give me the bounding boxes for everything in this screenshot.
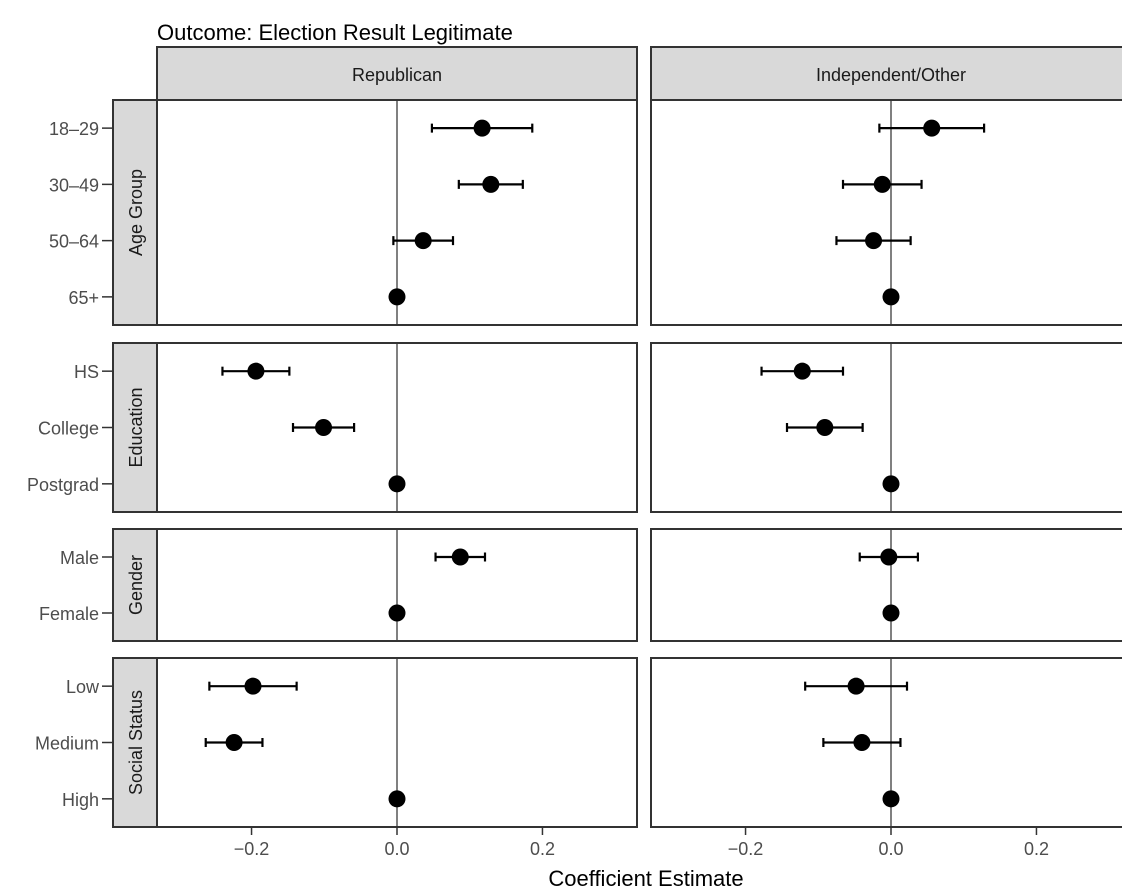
column-strip-label-republican: Republican: [352, 65, 442, 85]
y-tick-label-high: High: [62, 790, 99, 810]
point-college: [315, 419, 333, 436]
y-tick-label-50-64: 50–64: [49, 232, 99, 252]
point-65: [388, 288, 406, 306]
row-strip-gender: [112, 528, 158, 642]
panel-age-group-independent-other: [650, 99, 1122, 326]
panel-background: [651, 529, 1122, 641]
y-tick-label-hs: HS: [74, 362, 99, 382]
y-tick-label-low: Low: [66, 677, 100, 697]
point-50-64: [865, 232, 883, 250]
panel-education-republican: [156, 342, 638, 513]
chart-title: Outcome: Election Result Legitimate: [157, 20, 513, 45]
point-medium: [853, 734, 871, 751]
y-tick-label-college: College: [38, 419, 99, 439]
x-tick-label-republican-0-0: 0.0: [384, 839, 409, 859]
row-strip-label-education: Education: [126, 387, 146, 467]
y-tick-label-postgrad: Postgrad: [27, 475, 99, 495]
y-tick-label-18-29: 18–29: [49, 119, 99, 139]
panel-border: [650, 99, 1122, 326]
y-tick-label-65: 65+: [68, 288, 99, 308]
panel-gender-republican: [156, 528, 638, 642]
panel-border: [156, 342, 638, 513]
column-strip-republican: [156, 46, 638, 101]
panel-age-group-republican: [156, 99, 638, 326]
point-30-49: [873, 175, 891, 193]
row-strip-label-social-status: Social Status: [126, 690, 146, 795]
row-strip-label-gender: Gender: [126, 555, 146, 615]
x-tick-label-independent-other-0-0: 0.0: [878, 839, 903, 859]
x-axis-label: Coefficient Estimate: [548, 866, 743, 891]
row-strip-education: [112, 342, 158, 513]
panel-gender-independent-other: [650, 528, 1122, 642]
column-strip-label-independent-other: Independent/Other: [816, 65, 966, 85]
point-postgrad: [388, 475, 406, 493]
y-tick-label-30-49: 30–49: [49, 175, 99, 195]
panel-social-status-republican: [156, 657, 638, 828]
panel-border: [650, 342, 1122, 513]
x-tick-label-independent-other-0-2: −0.2: [728, 839, 764, 859]
point-high: [882, 790, 900, 808]
point-medium: [225, 734, 243, 751]
point-30-49: [482, 175, 500, 193]
point-high: [388, 790, 406, 808]
point-female: [388, 604, 406, 622]
column-strip-independent-other: [650, 46, 1122, 101]
point-50-64: [414, 232, 432, 250]
point-male: [451, 548, 469, 566]
point-hs: [793, 362, 811, 380]
point-college: [816, 419, 834, 436]
x-tick-label-independent-other-0-2: 0.2: [1024, 839, 1049, 859]
panel-border: [156, 99, 638, 326]
point-18-29: [473, 119, 491, 137]
point-female: [882, 604, 900, 622]
point-male: [880, 548, 898, 566]
point-hs: [247, 362, 265, 380]
panel-background: [651, 100, 1122, 325]
point-low: [847, 677, 865, 695]
point-18-29: [923, 119, 941, 137]
row-strip-age-group: [112, 99, 158, 326]
panel-social-status-independent-other: [650, 657, 1122, 828]
y-tick-label-female: Female: [39, 604, 99, 624]
y-tick-label-male: Male: [60, 548, 99, 568]
point-postgrad: [882, 475, 900, 493]
panel-education-independent-other: [650, 342, 1122, 513]
y-tick-label-medium: Medium: [35, 734, 99, 754]
x-tick-label-republican-0-2: 0.2: [530, 839, 555, 859]
row-strip-social-status: [112, 657, 158, 828]
x-tick-label-republican-0-2: −0.2: [234, 839, 270, 859]
point-65: [882, 288, 900, 306]
panel-border: [156, 528, 638, 642]
point-low: [244, 677, 262, 695]
row-strip-label-age-group: Age Group: [126, 169, 146, 256]
panels-layer: Republican Independent/Other Age Group 18–2…: [27, 46, 1122, 859]
panel-border: [650, 528, 1122, 642]
